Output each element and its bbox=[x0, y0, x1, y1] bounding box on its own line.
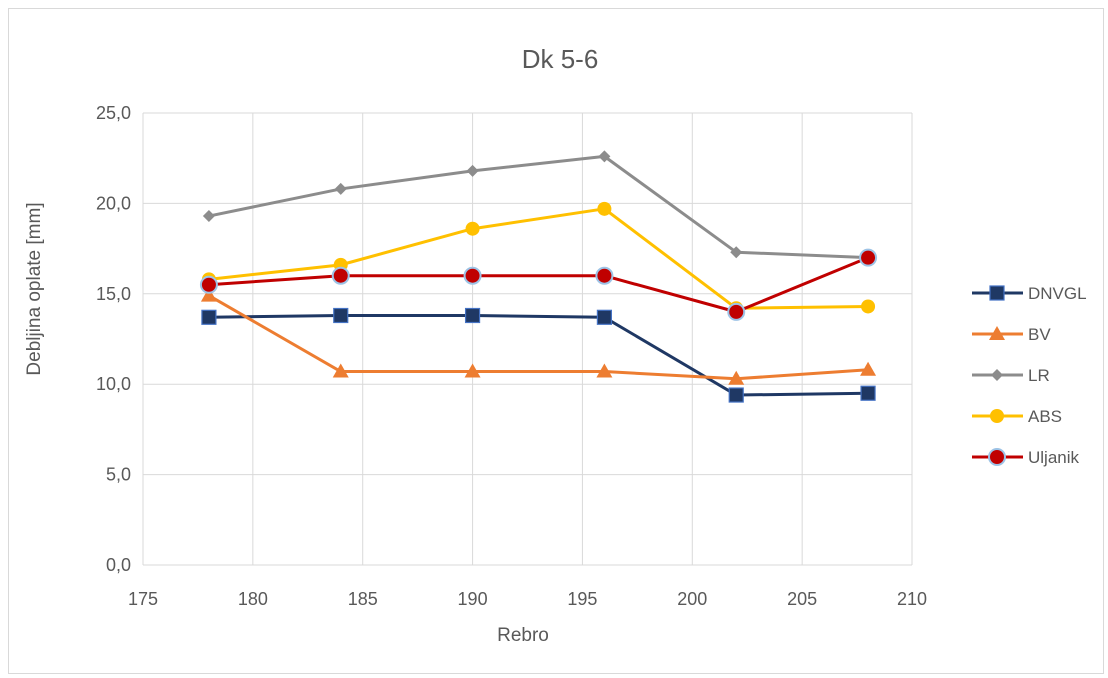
legend-item-dnvgl: DNVGL bbox=[972, 284, 1087, 303]
legend-label: BV bbox=[1028, 325, 1051, 344]
data-point bbox=[597, 201, 612, 216]
data-point bbox=[860, 385, 876, 401]
y-axis-title: Debljina oplate [mm] bbox=[24, 202, 45, 375]
legend-marker bbox=[989, 326, 1005, 340]
data-point bbox=[464, 363, 481, 378]
series-group bbox=[199, 150, 878, 403]
data-point bbox=[859, 248, 878, 267]
series-line bbox=[208, 256, 869, 314]
legend-marker bbox=[988, 448, 1006, 466]
data-point bbox=[201, 309, 217, 325]
y-tick-label: 10,0 bbox=[96, 374, 131, 394]
series-lr bbox=[202, 150, 875, 264]
x-tick-label: 200 bbox=[677, 589, 707, 609]
x-tick-label: 205 bbox=[787, 589, 817, 609]
series-line bbox=[208, 313, 869, 397]
series-line bbox=[208, 154, 869, 260]
legend-item-lr: LR bbox=[972, 366, 1050, 385]
legend: DNVGL BV LR ABS Uljanik bbox=[972, 284, 1087, 467]
data-point bbox=[333, 307, 349, 324]
legend-label: DNVGL bbox=[1028, 284, 1087, 303]
x-tick-label: 210 bbox=[897, 589, 927, 609]
series-line bbox=[208, 294, 869, 381]
legend-label: ABS bbox=[1028, 407, 1062, 426]
y-tick-label: 20,0 bbox=[96, 193, 131, 213]
data-point bbox=[598, 150, 611, 163]
legend-marker bbox=[991, 369, 1003, 381]
series-bv bbox=[200, 287, 877, 385]
y-tick-label: 0,0 bbox=[106, 555, 131, 575]
legend-item-uljanik: Uljanik bbox=[972, 448, 1080, 467]
x-tick-label: 190 bbox=[458, 589, 488, 609]
y-tick-label: 5,0 bbox=[106, 465, 131, 485]
y-tick-label: 25,0 bbox=[96, 103, 131, 123]
x-tick-label: 185 bbox=[348, 589, 378, 609]
data-point bbox=[199, 275, 218, 294]
data-point bbox=[465, 221, 480, 236]
x-axis-title: Rebro bbox=[497, 625, 549, 646]
data-point bbox=[466, 164, 479, 177]
legend-marker bbox=[990, 409, 1004, 423]
data-point bbox=[596, 309, 613, 325]
data-point bbox=[332, 363, 349, 378]
data-point bbox=[727, 302, 746, 321]
series-dnvgl bbox=[201, 307, 876, 403]
series-uljanik bbox=[199, 248, 878, 321]
x-tick-label: 195 bbox=[567, 589, 597, 609]
data-point bbox=[464, 307, 481, 324]
legend-marker bbox=[989, 285, 1005, 301]
data-point bbox=[730, 246, 743, 259]
data-point bbox=[202, 210, 215, 223]
series-line bbox=[208, 207, 869, 310]
data-point bbox=[463, 266, 482, 285]
x-tick-label: 175 bbox=[128, 589, 158, 609]
gridlines bbox=[142, 112, 913, 566]
chart-title: Dk 5-6 bbox=[522, 44, 599, 74]
legend-label: LR bbox=[1028, 366, 1050, 385]
data-point bbox=[728, 387, 744, 403]
data-point bbox=[596, 363, 613, 378]
data-point bbox=[595, 266, 614, 285]
data-point bbox=[728, 370, 745, 385]
data-point bbox=[860, 361, 877, 376]
data-point bbox=[331, 266, 350, 285]
data-point bbox=[200, 287, 217, 302]
legend-label: Uljanik bbox=[1028, 448, 1080, 467]
series-abs bbox=[201, 201, 876, 316]
y-tick-label: 15,0 bbox=[96, 284, 131, 304]
data-point bbox=[861, 299, 876, 314]
legend-item-bv: BV bbox=[972, 325, 1051, 344]
legend-item-abs: ABS bbox=[972, 407, 1062, 426]
axes: 175 180 185 190 195 200 205 210 0,0 5,0 10,0 15,0 20… bbox=[96, 103, 927, 609]
chart-frame bbox=[8, 8, 1104, 674]
data-point bbox=[334, 182, 347, 195]
x-tick-label: 180 bbox=[238, 589, 268, 609]
